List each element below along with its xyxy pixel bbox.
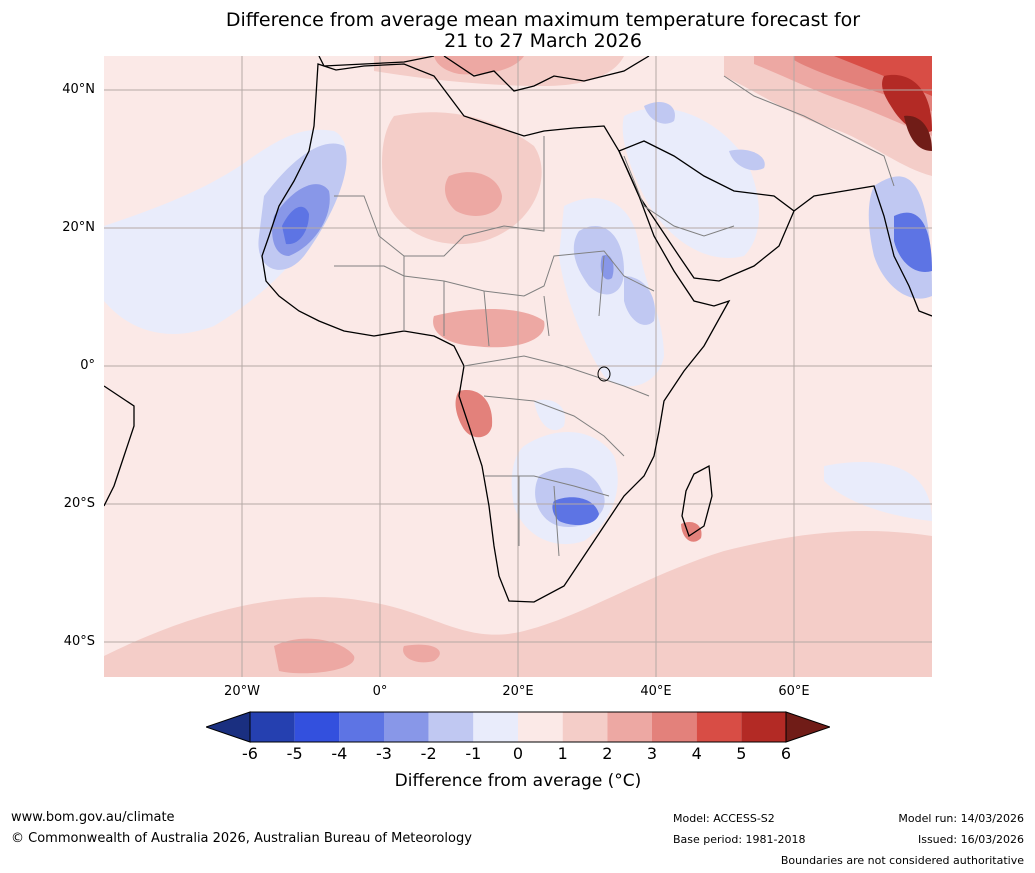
anomaly-zone-zambia-cool: [534, 399, 565, 431]
colorbar-swatch: [562, 712, 608, 742]
border-arabia: [623, 155, 735, 237]
map-title: Difference from average mean maximum tem…: [100, 10, 986, 52]
border-middle-east: [723, 75, 895, 187]
anomaly-zone-asia-warm-5: [882, 74, 932, 133]
colorbar-tick-label: 4: [691, 744, 702, 763]
colorbar-tick-label: 1: [557, 744, 568, 763]
anomaly-zone-morocco-cool-core: [282, 206, 309, 245]
border-southern-africa: [484, 475, 610, 557]
lat-label-equator: 0°: [80, 358, 95, 373]
colorbar-tick-label: -4: [331, 744, 348, 763]
africa-coastline: [261, 63, 731, 603]
colorbar-tick-label: 5: [736, 744, 747, 763]
colorbar-swatch: [518, 712, 563, 742]
footer-model-run: Model run: 14/03/2026: [898, 812, 1024, 825]
colorbar-tick-label: -6: [242, 744, 258, 763]
anomaly-zone-indian-ocean-cool: [824, 461, 932, 521]
anomaly-zone-india-cool-core: [894, 212, 932, 272]
anomaly-zone-levant-cool: [644, 101, 675, 124]
map-canvas: [104, 56, 932, 677]
colorbar-arrow-low: [206, 711, 251, 743]
colorbar-swatch: [741, 712, 786, 742]
lat-label-40s: 40°S: [63, 634, 95, 649]
colorbar-arrow-high: [785, 711, 830, 743]
map-title-line1: Difference from average mean maximum tem…: [225, 9, 861, 31]
colorbar-label: Difference from average (°C): [394, 771, 642, 791]
lat-label-20s: 20°S: [63, 496, 95, 511]
lon-label-40e: 40°E: [640, 684, 672, 699]
footer-copyright: © Commonwealth of Australia 2026, Austra…: [11, 831, 472, 846]
colorbar-swatch: [339, 712, 384, 742]
arabia-coastline: [618, 140, 795, 282]
colorbar-tick-label: 0: [512, 744, 524, 763]
anomaly-zone-iran-cool: [729, 149, 765, 171]
footer-model: Model: ACCESS-S2: [673, 812, 775, 825]
lon-label-0: 0°: [372, 684, 388, 699]
colorbar: [206, 711, 830, 743]
anomaly-zone-south-warm-core: [274, 638, 355, 674]
colorbar-swatch: [473, 712, 518, 742]
border-west-africa: [403, 255, 605, 347]
footer-issued: Issued: 16/03/2026: [917, 833, 1024, 846]
colorbar-tick-label: -5: [286, 744, 303, 763]
anomaly-zone-angola-warm: [455, 390, 493, 438]
lon-label-20e: 20°E: [502, 684, 534, 699]
colorbar-swatch: [250, 712, 295, 742]
border-congo: [483, 395, 625, 457]
lat-label-40n: 40°N: [62, 82, 95, 97]
colorbar-swatch: [384, 712, 429, 742]
madagascar-coastline: [681, 464, 713, 538]
footer-website: www.bom.gov.au/climate: [11, 810, 175, 825]
border-sahel: [334, 250, 655, 297]
south-asia-coastline: [793, 185, 932, 317]
colorbar-tick-label: 2: [602, 744, 613, 763]
anomaly-zone-asia-warm-4: [834, 56, 932, 96]
anomaly-zone-central-africa-warm: [433, 309, 545, 348]
anomaly-zone-sahara-warm-core: [444, 172, 502, 216]
lat-label-20n: 20°N: [62, 220, 95, 235]
colorbar-swatch: [428, 712, 474, 742]
anomaly-zone-south-warm-core-2: [403, 644, 440, 663]
colorbar-tick-label: 3: [646, 744, 658, 763]
anomaly-zone-arabia-cool: [622, 108, 759, 258]
footer-base-period: Base period: 1981-2018: [673, 833, 806, 846]
colorbar-tick-label: -3: [376, 744, 392, 763]
colorbar-swatch: [696, 712, 742, 742]
lon-label-60e: 60°E: [778, 684, 810, 699]
lake-victoria: [597, 366, 611, 382]
europe-coastline: [318, 56, 650, 92]
map-title-line2: 21 to 27 March 2026: [444, 30, 642, 52]
footer-disclaimer: Boundaries are not considered authoritat…: [780, 854, 1024, 867]
anomaly-map: [104, 56, 932, 677]
colorbar-tick-label: 6: [780, 744, 792, 763]
border-sahara-north: [334, 136, 545, 257]
colorbar-tick-label: -1: [465, 744, 482, 763]
border-central-africa: [463, 355, 650, 397]
south-america-coastline: [104, 385, 135, 507]
anomaly-zone-ethiopia-cool: [624, 276, 655, 325]
colorbar-swatch: [652, 712, 697, 742]
country-borders: [334, 75, 895, 557]
anomaly-zone-mediterranean-warm-core: [434, 56, 524, 75]
anomaly-zone-asia-warm-core: [904, 115, 932, 151]
colorbar-tick-label: -2: [420, 744, 437, 763]
colorbar-outline: [249, 711, 787, 743]
lon-label-20w: 20°W: [224, 684, 260, 699]
colorbar-swatch: [607, 712, 652, 742]
colorbar-swatch: [294, 712, 340, 742]
